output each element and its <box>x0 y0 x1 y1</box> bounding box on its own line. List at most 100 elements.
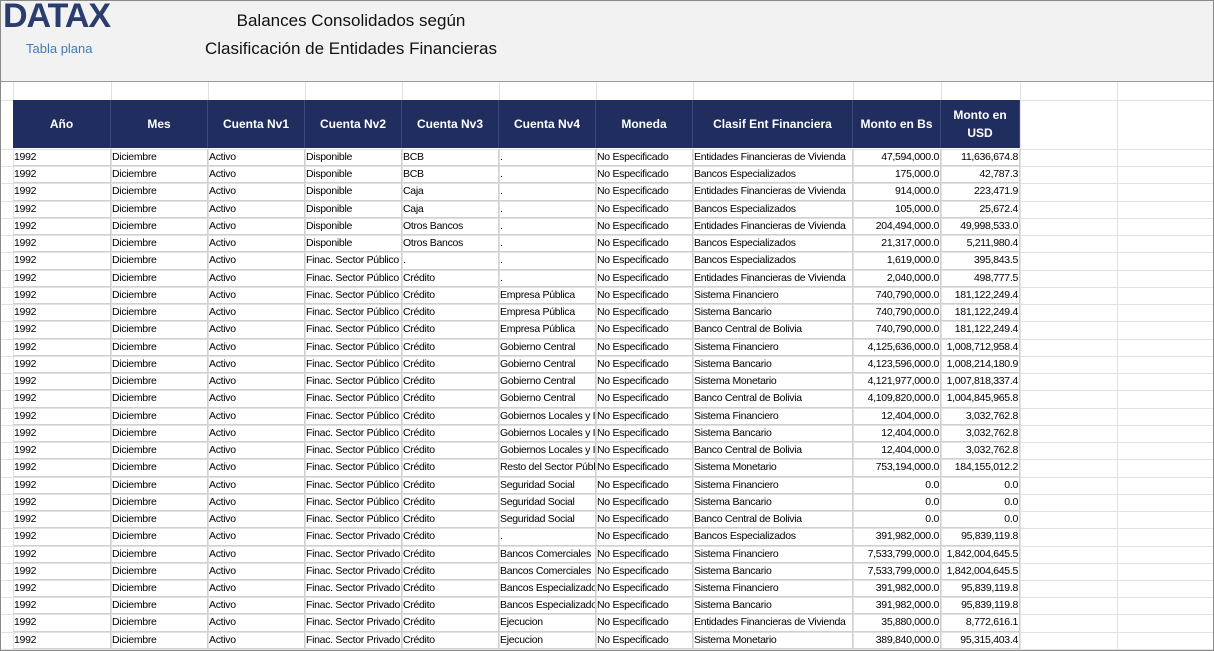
table-cell: Activo <box>208 390 305 408</box>
table-cell: Seguridad Social <box>499 476 596 494</box>
table-cell: Diciembre <box>111 424 208 443</box>
table-cell: Gobierno Central <box>499 338 596 356</box>
table-cell: Gobiernos Locales y I <box>499 407 596 425</box>
table-cell: Finac. Sector Público <box>305 424 402 443</box>
table-cell: 11,636,674.8 <box>941 149 1020 167</box>
grid-line <box>1 545 1213 547</box>
table-cell: Entidades Financieras de Vivienda <box>693 217 853 236</box>
table-cell: 1992 <box>13 321 111 339</box>
logo-subtitle: Tabla plana <box>26 41 93 56</box>
table-cell: 1992 <box>13 424 111 443</box>
table-cell: Caja <box>402 183 499 201</box>
table-cell: . <box>499 269 596 287</box>
table-cell: Activo <box>208 321 305 339</box>
grid-line <box>13 82 14 650</box>
table-cell: 498,777.5 <box>941 269 1020 287</box>
table-cell: Crédito <box>402 631 499 649</box>
table-cell: Finac. Sector Privado <box>305 545 402 563</box>
header-bar: DATAX Tabla plana Balances Consolidados … <box>1 1 1213 82</box>
grid-line <box>111 82 112 650</box>
table-cell: 1992 <box>13 183 111 201</box>
column-header: Clasif Ent Financiera <box>693 100 853 148</box>
table-cell: Diciembre <box>111 390 208 408</box>
grid-line <box>1 614 1213 616</box>
table-cell: Entidades Financieras de Vivienda <box>693 269 853 287</box>
table-cell: BCB <box>402 166 499 184</box>
table-cell: . <box>499 149 596 167</box>
table-cell: Ejecucion <box>499 631 596 649</box>
table-cell: Sistema Financiero <box>693 476 853 494</box>
table-cell: Banco Central de Bolivia <box>693 442 853 460</box>
table-cell: 223,471.9 <box>941 183 1020 201</box>
table-cell: . <box>402 252 499 270</box>
table-cell: Activo <box>208 286 305 305</box>
table-cell: 391,982,000.0 <box>853 580 941 598</box>
table-cell: Otros Bancos <box>402 217 499 236</box>
table-cell: Activo <box>208 252 305 270</box>
table-cell: No Especificado <box>596 286 693 305</box>
table-cell: Disponible <box>305 149 402 167</box>
table-cell: Resto del Sector Públ <box>499 459 596 477</box>
table-cell: Diciembre <box>111 269 208 287</box>
table-cell: Sistema Financiero <box>693 580 853 598</box>
table-cell: No Especificado <box>596 528 693 546</box>
table-cell: Sistema Bancario <box>693 562 853 580</box>
table-cell: Finac. Sector Privado <box>305 597 402 615</box>
table-cell: 1992 <box>13 476 111 494</box>
table-cell: 1992 <box>13 269 111 287</box>
table-cell: Bancos Especializados <box>693 252 853 270</box>
table-cell: 95,839,119.8 <box>941 528 1020 546</box>
table-cell: . <box>499 528 596 546</box>
table-cell: Bancos Especializados <box>693 166 853 184</box>
table-cell: 3,032,762.8 <box>941 442 1020 460</box>
table-cell: Caja <box>402 200 499 218</box>
table-cell: Finac. Sector Privado <box>305 614 402 632</box>
table-cell: No Especificado <box>596 424 693 443</box>
table-cell: Diciembre <box>111 235 208 253</box>
table-cell: 184,155,012.2 <box>941 459 1020 477</box>
grid-line <box>1 269 1213 271</box>
table-cell: 21,317,000.0 <box>853 235 941 253</box>
table-cell: . <box>499 252 596 270</box>
table-cell: Bancos Especializado <box>499 597 596 615</box>
table-cell: Disponible <box>305 217 402 236</box>
table-cell: 4,121,977,000.0 <box>853 373 941 391</box>
table-cell: 753,194,000.0 <box>853 459 941 477</box>
table-cell: 3,032,762.8 <box>941 407 1020 425</box>
table-cell: Disponible <box>305 183 402 201</box>
table-cell: No Especificado <box>596 304 693 322</box>
table-cell: 0.0 <box>941 476 1020 494</box>
table-cell: 1,008,214,180.9 <box>941 355 1020 374</box>
table-cell: Entidades Financieras de Vivienda <box>693 614 853 632</box>
grid-line <box>1 562 1213 564</box>
table-cell: 95,839,119.8 <box>941 580 1020 598</box>
table-cell: 181,122,249.4 <box>941 286 1020 305</box>
grid-line <box>1 442 1213 444</box>
table-cell: Finac. Sector Público <box>305 442 402 460</box>
column-header: Cuenta Nv3 <box>402 100 499 148</box>
table-cell: Bancos Especializado <box>499 580 596 598</box>
table-cell: Crédito <box>402 476 499 494</box>
grid-line <box>1 200 1213 202</box>
table-cell: Diciembre <box>111 562 208 580</box>
logo: DATAX <box>3 0 111 35</box>
table-cell: Sistema Bancario <box>693 597 853 615</box>
table-cell: Diciembre <box>111 545 208 563</box>
table-cell: 12,404,000.0 <box>853 407 941 425</box>
grid-line <box>402 82 403 650</box>
table-cell: No Especificado <box>596 580 693 598</box>
table-cell: Disponible <box>305 200 402 218</box>
table-cell: Crédito <box>402 355 499 374</box>
table-cell: Activo <box>208 407 305 425</box>
table-cell: . <box>499 166 596 184</box>
grid-line <box>499 82 500 650</box>
table-cell: Activo <box>208 545 305 563</box>
grid-line <box>1 631 1213 633</box>
table-cell: Diciembre <box>111 321 208 339</box>
table-cell: 1992 <box>13 149 111 167</box>
table-cell: 49,998,533.0 <box>941 217 1020 236</box>
table-cell: . <box>499 217 596 236</box>
table-cell: Activo <box>208 459 305 477</box>
table-cell: 1992 <box>13 390 111 408</box>
table-cell: Empresa Pública <box>499 304 596 322</box>
